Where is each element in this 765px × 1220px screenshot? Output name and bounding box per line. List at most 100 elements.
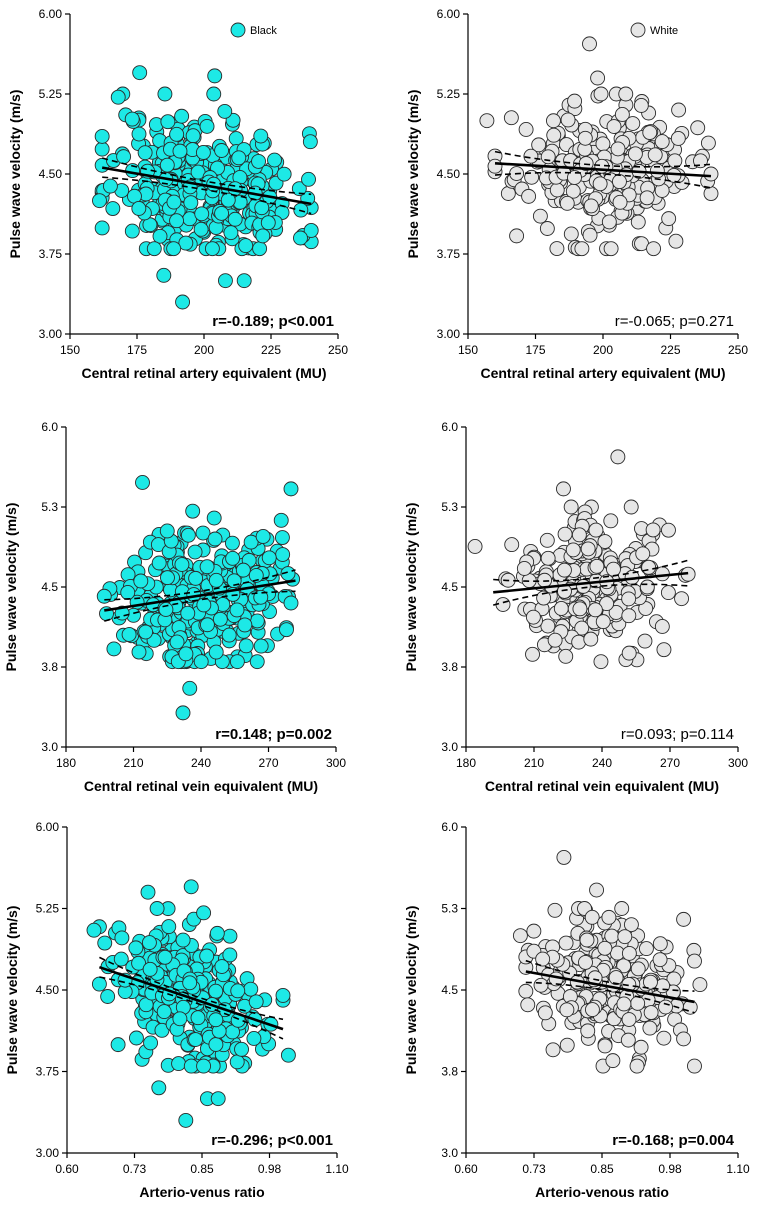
- data-point: [597, 940, 613, 956]
- data-point: [630, 214, 646, 230]
- y-tick-label: 5.3: [41, 500, 58, 514]
- legend-marker: [630, 22, 646, 38]
- correlation-annotation: r=0.148; p=0.002: [215, 726, 332, 743]
- data-point: [621, 645, 637, 661]
- data-point: [159, 157, 175, 173]
- ci-lower-line: [494, 171, 712, 189]
- data-point: [467, 539, 483, 554]
- legend: White: [630, 22, 678, 38]
- data-point: [199, 118, 215, 134]
- data-point: [157, 86, 173, 102]
- data-point: [190, 1010, 206, 1026]
- data-point: [175, 705, 191, 721]
- data-point: [630, 995, 646, 1011]
- data-point: [253, 128, 269, 144]
- data-point: [549, 182, 565, 198]
- data-point: [559, 195, 575, 211]
- y-tick-label: 5.25: [36, 902, 60, 916]
- data-point: [620, 1032, 636, 1048]
- data-point: [589, 882, 605, 898]
- data-point: [178, 1112, 194, 1128]
- x-tick-label: 1.10: [726, 1162, 750, 1176]
- data-point: [639, 579, 655, 595]
- data-point: [193, 221, 209, 237]
- data-point: [579, 932, 595, 948]
- data-point: [692, 977, 708, 993]
- x-tick-label: 180: [456, 756, 476, 770]
- data-point: [518, 983, 534, 999]
- x-tick-label: 175: [127, 343, 147, 357]
- data-point: [222, 928, 238, 944]
- data-point: [656, 1030, 672, 1046]
- data-point: [137, 145, 153, 161]
- data-point: [199, 617, 215, 633]
- data-point: [208, 983, 224, 999]
- data-point: [547, 902, 563, 918]
- y-tick-label: 6.00: [39, 7, 63, 21]
- data-point: [235, 562, 251, 578]
- data-point: [610, 449, 626, 465]
- data-point: [605, 1053, 621, 1069]
- correlation-annotation: r=-0.168; p=0.004: [612, 1132, 734, 1149]
- data-point: [558, 648, 574, 664]
- x-tick-label: 240: [191, 756, 211, 770]
- y-axis-title: Pulse wave velocity (m/s): [405, 90, 421, 259]
- y-tick-label: 5.3: [441, 902, 458, 916]
- y-axis-title: Pulse wave velocity (m/s): [7, 90, 23, 259]
- data-point: [654, 566, 670, 582]
- x-tick-label: 300: [326, 756, 346, 770]
- data-point: [131, 201, 147, 216]
- data-point: [175, 932, 191, 948]
- data-point: [128, 940, 144, 956]
- x-axis-title: Central retinal artery equivalent (MU): [81, 365, 326, 381]
- data-point: [652, 936, 668, 952]
- y-tick-label: 4.50: [36, 983, 60, 997]
- data-point: [280, 1047, 296, 1063]
- data-point: [248, 994, 264, 1010]
- data-point: [563, 499, 579, 515]
- data-point: [236, 273, 252, 289]
- data-point: [182, 680, 198, 696]
- chart-panel-black-crv: 3.0 3.8 4.5 5.3 6.0 180 210 240 270 300 Pulse wave…: [3, 420, 346, 794]
- data-point: [224, 535, 240, 551]
- data-point: [238, 638, 254, 654]
- scatter-points: [479, 36, 719, 257]
- y-tick-label: 6.0: [41, 420, 58, 434]
- data-point: [667, 153, 683, 169]
- data-point: [275, 987, 291, 1003]
- data-point: [523, 148, 539, 164]
- data-point: [195, 525, 211, 541]
- data-point: [512, 928, 528, 944]
- data-point: [595, 136, 611, 152]
- data-point: [641, 559, 657, 575]
- data-point: [188, 1032, 204, 1047]
- data-point: [94, 141, 110, 157]
- y-axis-title: Pulse wave velocity (m/s): [403, 906, 419, 1075]
- y-tick-label: 6.00: [36, 820, 60, 834]
- data-point: [582, 227, 598, 243]
- data-point: [188, 570, 204, 586]
- data-point: [169, 634, 185, 650]
- data-point: [647, 147, 663, 163]
- data-point: [503, 110, 519, 126]
- data-point: [110, 89, 126, 105]
- data-point: [623, 917, 639, 933]
- data-point: [220, 192, 236, 208]
- data-point: [608, 970, 624, 986]
- data-point: [567, 93, 583, 109]
- data-point: [128, 1030, 144, 1046]
- x-tick-label: 180: [56, 756, 76, 770]
- data-point: [571, 634, 587, 650]
- data-point: [604, 928, 620, 944]
- data-point: [243, 534, 259, 550]
- data-point: [106, 641, 122, 657]
- data-point: [183, 879, 199, 895]
- x-tick-label: 0.85: [590, 1162, 614, 1176]
- data-point: [518, 122, 534, 137]
- correlation-annotation: r=-0.065; p=0.271: [615, 313, 734, 330]
- x-tick-label: 210: [123, 756, 143, 770]
- data-point: [540, 550, 556, 566]
- data-point: [185, 128, 201, 144]
- data-point: [227, 211, 243, 227]
